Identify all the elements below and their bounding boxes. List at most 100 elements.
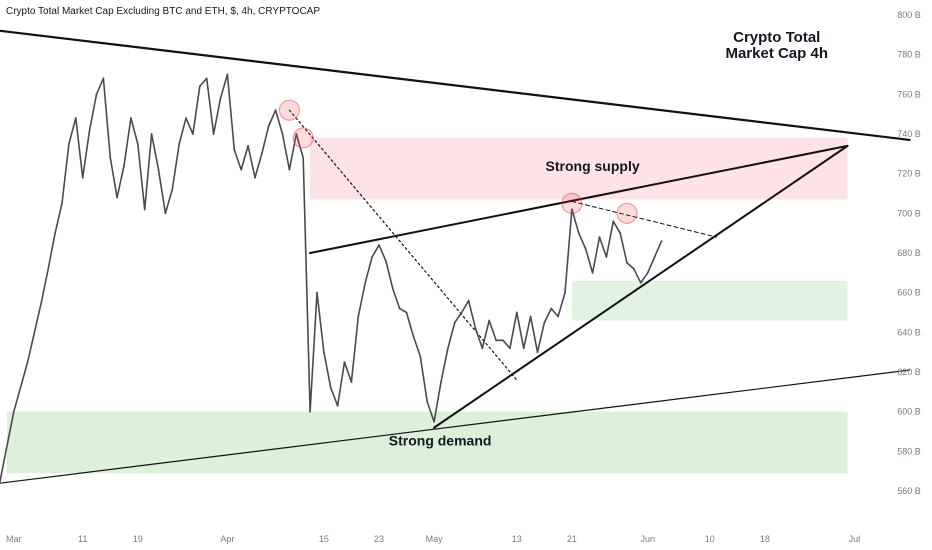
price-point-93 <box>660 240 663 243</box>
zone-labels-layer: Strong supply Strong demand <box>389 158 640 449</box>
price-point-36 <box>267 125 270 127</box>
zone-label-demand: Strong demand <box>389 433 492 449</box>
price-point-85 <box>605 256 608 258</box>
zone-supply <box>310 137 848 200</box>
price-point-90 <box>639 281 642 284</box>
price-point-55 <box>398 307 401 310</box>
price-point-38 <box>281 133 284 135</box>
price-point-52 <box>378 244 380 246</box>
price-point-78 <box>557 315 560 318</box>
price-point-23 <box>178 142 181 145</box>
zone-demand <box>6 411 848 474</box>
price-point-10 <box>88 129 91 131</box>
price-point-7 <box>68 142 70 145</box>
price-point-21 <box>164 212 167 215</box>
price-point-61 <box>440 381 442 383</box>
price-point-15 <box>123 164 125 167</box>
price-point-62 <box>446 347 449 350</box>
x-tick-label: 13 <box>512 534 522 544</box>
price-point-30 <box>226 73 229 76</box>
price-point-48 <box>350 381 353 383</box>
price-point-83 <box>591 271 594 274</box>
price-point-27 <box>205 77 208 80</box>
trendlines-layer <box>0 29 911 484</box>
trendline-long-support <box>0 369 911 484</box>
price-point-71 <box>509 347 511 350</box>
price-point-39 <box>288 168 291 171</box>
y-tick-label: 620 B <box>897 367 921 377</box>
price-point-49 <box>357 315 360 318</box>
price-point-81 <box>577 232 580 235</box>
trendline-dotted-downtrend <box>288 109 518 381</box>
chart-symbol-header: Crypto Total Market Cap Excluding BTC an… <box>6 6 321 17</box>
y-tick-label: 700 B <box>897 208 921 218</box>
price-point-68 <box>488 319 491 322</box>
chart-corner-title: Crypto Total Market Cap 4h <box>725 30 828 62</box>
price-point-58 <box>419 355 422 358</box>
y-tick-label: 600 B <box>897 407 921 417</box>
price-point-84 <box>598 236 601 239</box>
price-point-66 <box>474 327 477 330</box>
y-tick-label: 640 B <box>897 327 921 337</box>
price-point-28 <box>212 133 215 135</box>
zones-layer <box>6 137 848 474</box>
x-tick-label: Jul <box>849 534 861 544</box>
y-tick-label: 580 B <box>897 446 921 456</box>
price-point-31 <box>233 148 236 151</box>
price-point-29 <box>219 97 222 100</box>
price-point-32 <box>240 168 243 171</box>
corner-title-line-2: Market Cap 4h <box>725 45 828 62</box>
price-point-9 <box>81 176 84 179</box>
price-point-86 <box>612 220 615 223</box>
corner-title-line-1: Crypto Total <box>733 29 821 46</box>
price-point-74 <box>529 315 532 318</box>
price-point-41 <box>302 156 305 159</box>
x-tick-label: 10 <box>705 534 715 544</box>
price-point-64 <box>460 311 463 314</box>
price-point-22 <box>171 188 174 191</box>
y-tick-label: 660 B <box>897 288 921 298</box>
markers-layer <box>278 99 638 224</box>
price-point-88 <box>626 262 628 264</box>
zone-support-small <box>571 280 848 321</box>
price-point-37 <box>274 109 277 112</box>
price-point-76 <box>543 321 546 324</box>
zone-label-supply: Strong supply <box>546 158 640 174</box>
price-point-12 <box>102 77 105 80</box>
trendline-descending-resistance <box>0 29 911 142</box>
peak-marker-0 <box>278 99 300 121</box>
price-point-42 <box>309 410 311 413</box>
trendline-wedge-lower <box>433 144 849 429</box>
price-point-43 <box>316 291 318 294</box>
trendline-dotted-top-line <box>571 200 718 238</box>
x-tick-label: 11 <box>78 534 87 544</box>
price-point-77 <box>550 307 553 310</box>
price-point-18 <box>143 208 146 211</box>
price-point-46 <box>336 404 339 407</box>
price-point-72 <box>515 311 518 314</box>
x-tick-label: Jun <box>640 534 655 544</box>
price-point-11 <box>95 93 98 96</box>
price-point-45 <box>329 387 332 389</box>
price-point-91 <box>646 271 649 274</box>
price-point-50 <box>364 281 367 284</box>
price-point-40 <box>295 133 298 135</box>
y-tick-label: 800 B <box>897 10 921 20</box>
price-point-59 <box>426 400 429 403</box>
price-point-20 <box>157 168 160 171</box>
price-point-70 <box>502 339 504 342</box>
x-tick-label: 19 <box>133 534 143 544</box>
peak-marker-2 <box>561 192 583 214</box>
price-point-33 <box>247 144 249 147</box>
price-point-79 <box>564 291 566 294</box>
series-layer <box>0 73 663 483</box>
y-tick-label: 760 B <box>897 89 921 99</box>
x-tick-label: 18 <box>760 534 770 544</box>
y-tick-label: 720 B <box>897 169 921 179</box>
price-point-67 <box>481 347 484 350</box>
price-point-26 <box>198 85 201 88</box>
price-series-line-0 <box>0 73 663 482</box>
price-point-14 <box>116 196 119 199</box>
y-tick-label: 740 B <box>897 129 921 139</box>
